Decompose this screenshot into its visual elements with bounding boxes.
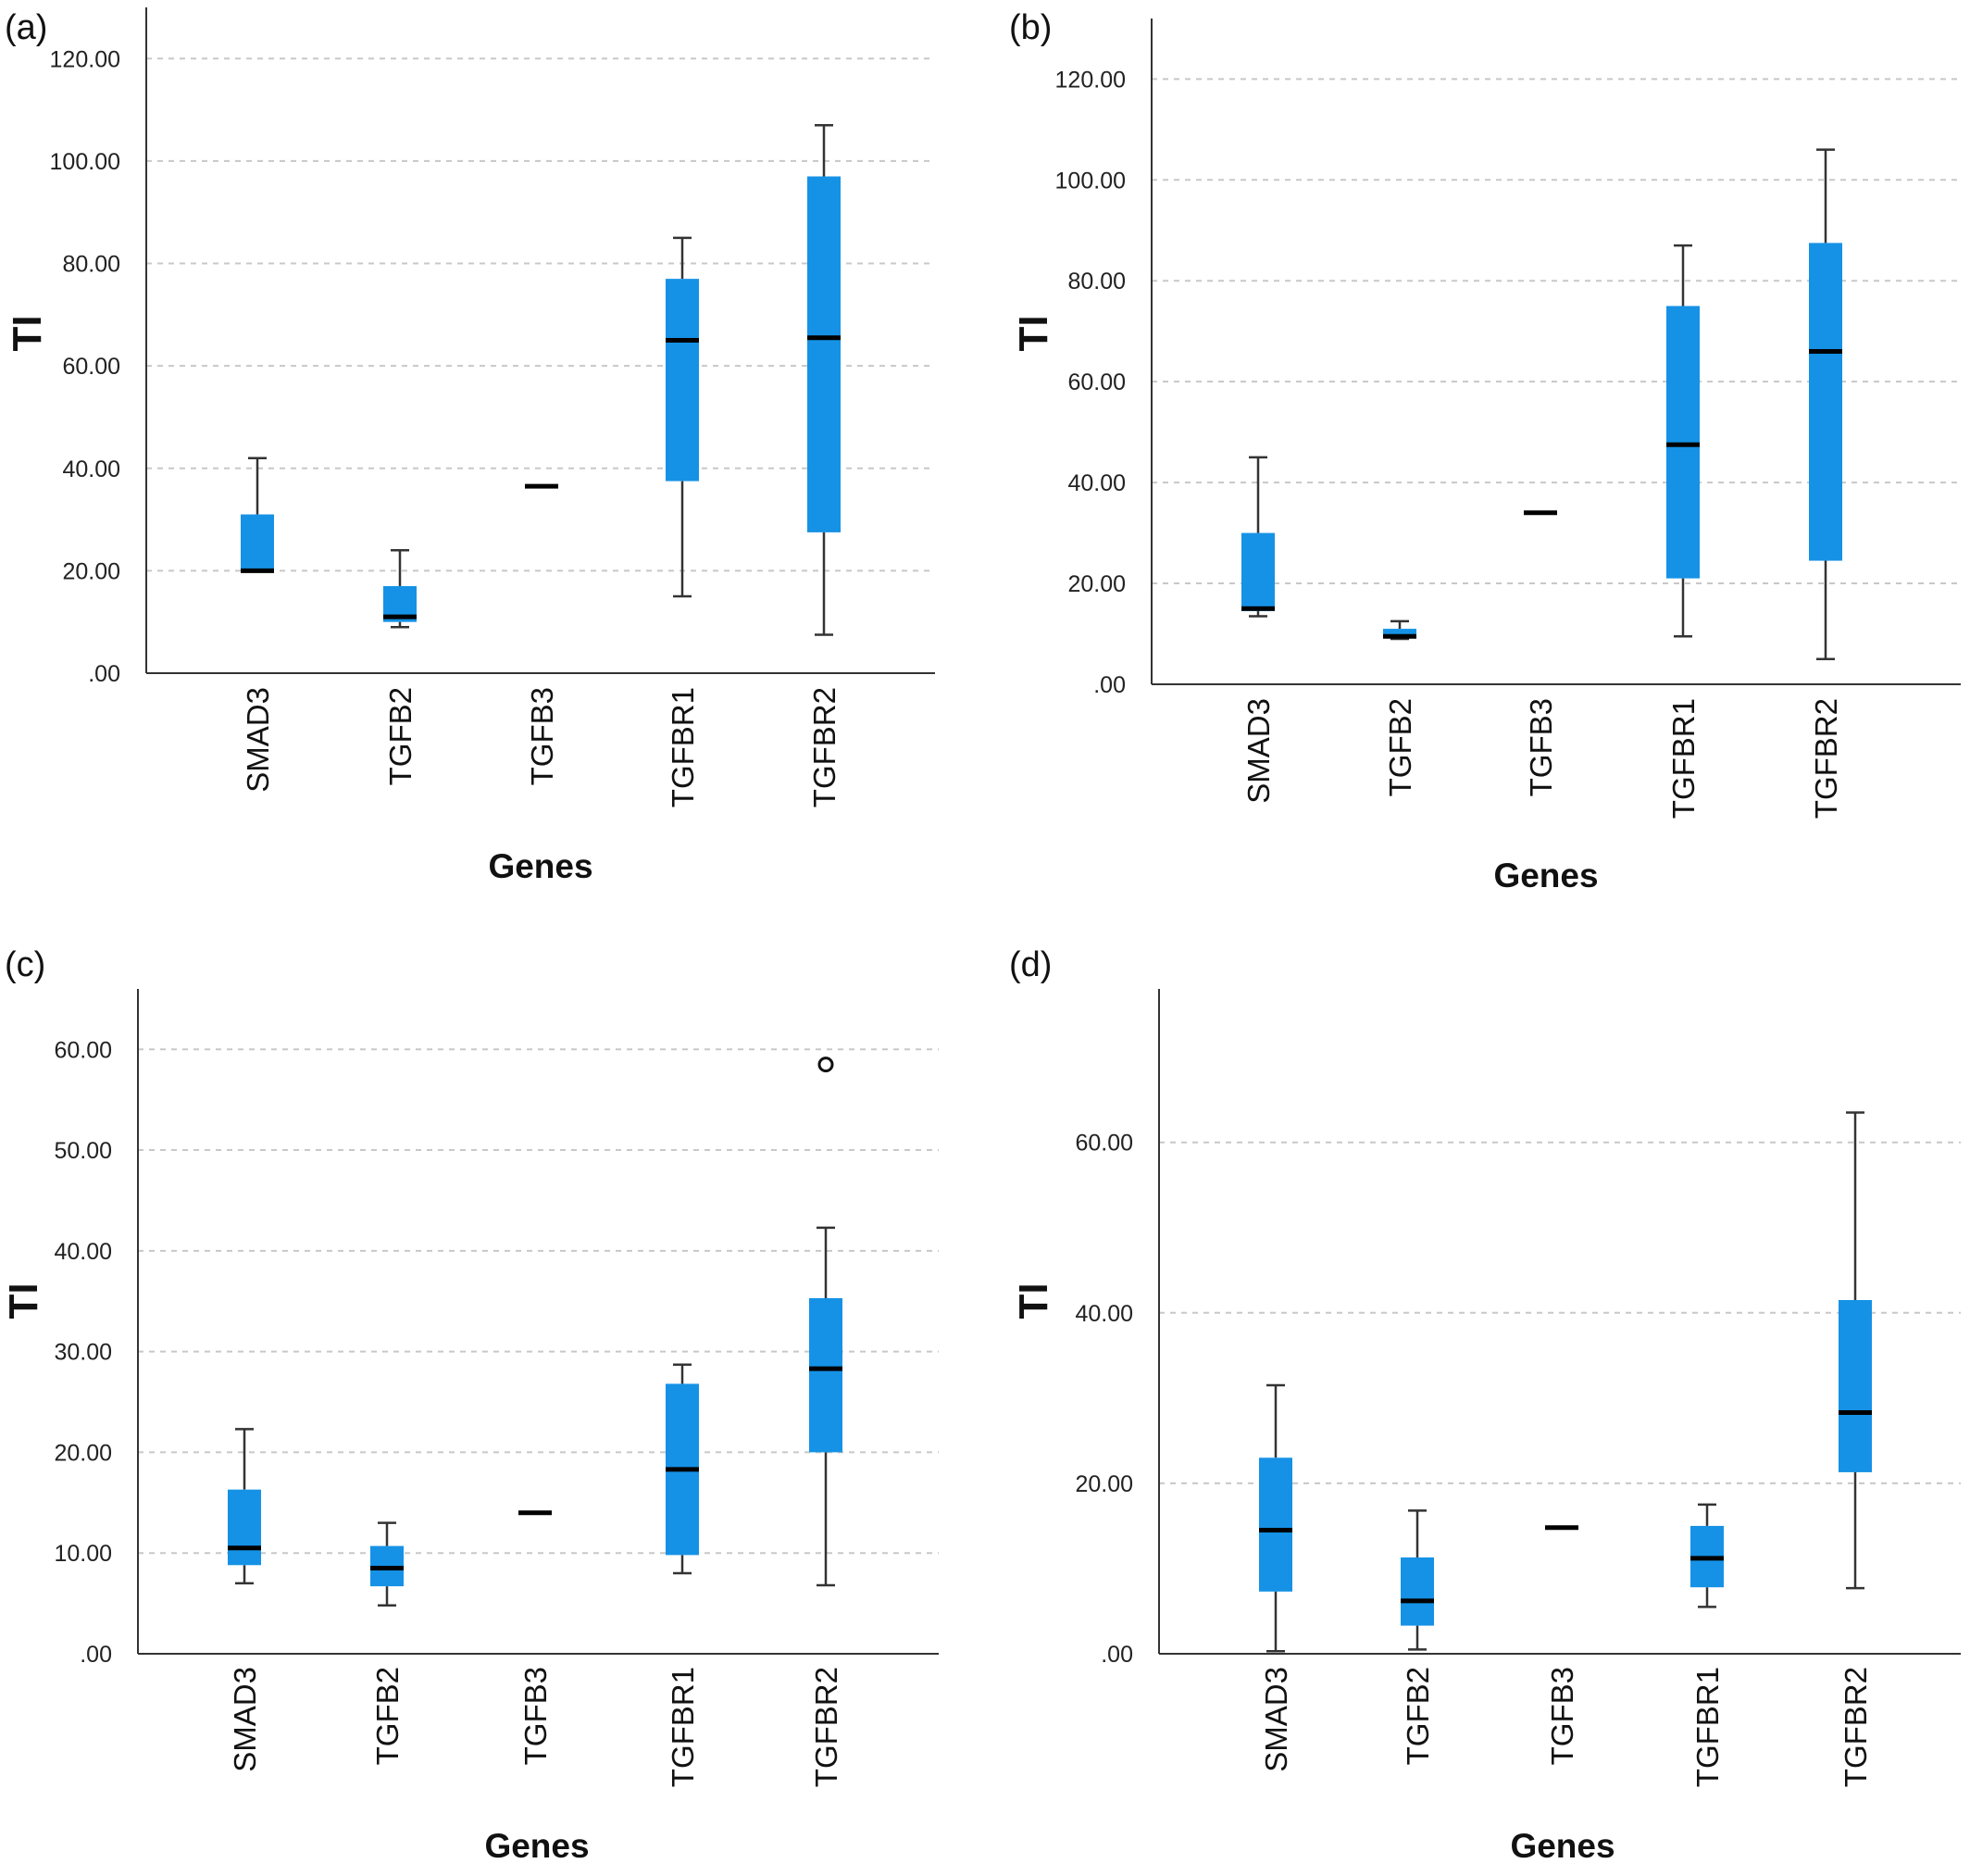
y-tick-label: 30.00 xyxy=(54,1340,112,1366)
y-tick-label: 50.00 xyxy=(54,1138,112,1164)
box-tgfbr2 xyxy=(807,123,841,636)
x-tick-label: TGFB3 xyxy=(1524,698,1558,796)
y-tick-label: 60.00 xyxy=(62,354,120,380)
panel-label: (b) xyxy=(1009,8,1052,47)
y-tick-label: 40.00 xyxy=(62,456,120,482)
panel-label: (a) xyxy=(5,8,47,47)
x-tick-label: TGFBR2 xyxy=(809,1667,843,1787)
y-tick-label: 20.00 xyxy=(1067,571,1126,597)
box-tgfbr1 xyxy=(666,236,699,598)
y-tick-label: 40.00 xyxy=(1067,470,1126,496)
box-tgfb2 xyxy=(1401,1509,1434,1651)
box-smad3 xyxy=(1259,1383,1292,1653)
box-tgfbr2 xyxy=(809,1226,842,1587)
x-tick-label: TGFB3 xyxy=(525,687,559,785)
panel-b: (b) .00 20.00 40.00 60.00 80.00 100.00 120.00 SM… xyxy=(1009,8,1961,894)
x-tick-label: TGFBR1 xyxy=(1690,1667,1725,1787)
panel-c: (c) .00 10.00 20.00 30.00 40.00 50.00 60.00 SMAD… xyxy=(1,945,939,1865)
y-tick-label: 80.00 xyxy=(1067,269,1126,294)
panel-d: (d) .00 20.00 40.00 60.00 SMAD3 TGFB2 TGFB3 TGFB… xyxy=(1009,945,1961,1865)
box-tgfb2 xyxy=(1383,619,1416,641)
x-axis-title: Genes xyxy=(1510,1827,1615,1865)
y-tick-label: 20.00 xyxy=(1075,1471,1133,1497)
y-axis-title: TI xyxy=(1011,315,1056,351)
x-axis-title: Genes xyxy=(484,1827,589,1865)
y-tick-label: 100.00 xyxy=(1055,168,1126,194)
x-tick-label: SMAD3 xyxy=(228,1667,262,1772)
y-tick-label: .00 xyxy=(80,1642,112,1668)
y-tick-label: .00 xyxy=(1093,672,1126,698)
y-tick-label: 10.00 xyxy=(54,1541,112,1567)
x-tick-label: TGFB3 xyxy=(1545,1667,1579,1765)
iqr-box xyxy=(1666,306,1700,579)
y-tick-label: .00 xyxy=(88,661,120,687)
y-axis-title: TI xyxy=(1,1282,46,1319)
panel-a: (a) .00 20.00 40.00 60.00 80.00 100.00 120.00 SM… xyxy=(5,7,935,885)
box-tgfbr2 xyxy=(1809,148,1842,661)
y-tick-label: 120.00 xyxy=(50,46,120,72)
panel-label: (d) xyxy=(1009,945,1052,984)
x-tick-label: TGFB3 xyxy=(518,1667,553,1765)
x-axis-title: Genes xyxy=(1493,857,1598,894)
iqr-box xyxy=(228,1489,261,1566)
x-tick-label: TGFB2 xyxy=(370,1667,405,1765)
box-tgfbr2 xyxy=(1839,1111,1872,1590)
iqr-box xyxy=(1809,243,1842,561)
x-tick-label: TGFBR2 xyxy=(1839,1667,1873,1787)
iqr-box xyxy=(809,1297,842,1453)
x-tick-label: TGFBR1 xyxy=(666,1667,700,1787)
y-tick-label: 40.00 xyxy=(54,1239,112,1265)
box-tgfb2 xyxy=(383,549,417,629)
box-smad3 xyxy=(1241,456,1275,618)
iqr-box xyxy=(1259,1457,1292,1592)
y-tick-label: 60.00 xyxy=(1067,369,1126,395)
box-smad3 xyxy=(241,456,274,573)
y-tick-label: 20.00 xyxy=(54,1440,112,1466)
y-axis-title: TI xyxy=(1011,1282,1056,1319)
y-tick-label: 80.00 xyxy=(62,252,120,278)
iqr-box xyxy=(1839,1299,1872,1472)
y-axis-title: TI xyxy=(5,315,50,351)
y-tick-label: 60.00 xyxy=(54,1037,112,1063)
x-tick-label: SMAD3 xyxy=(241,687,275,793)
x-tick-label: SMAD3 xyxy=(1259,1667,1293,1772)
x-tick-label: TGFB2 xyxy=(383,687,418,785)
box-tgfbr1 xyxy=(1690,1503,1724,1608)
x-axis-title: Genes xyxy=(488,847,592,885)
iqr-box xyxy=(1383,629,1416,637)
y-tick-label: 120.00 xyxy=(1055,67,1126,93)
y-tick-label: 60.00 xyxy=(1075,1131,1133,1157)
x-tick-label: TGFBR2 xyxy=(807,687,842,807)
iqr-box xyxy=(1401,1557,1434,1626)
outlier-point xyxy=(817,1057,834,1073)
x-tick-label: SMAD3 xyxy=(1241,698,1276,804)
box-smad3 xyxy=(228,1428,261,1585)
y-tick-label: .00 xyxy=(1101,1642,1133,1668)
y-tick-label: 100.00 xyxy=(50,149,120,175)
x-tick-label: TGFBR2 xyxy=(1809,698,1843,819)
iqr-box xyxy=(241,514,274,571)
y-tick-label: 40.00 xyxy=(1075,1301,1133,1327)
box-tgfbr1 xyxy=(666,1363,699,1575)
x-tick-label: TGFB2 xyxy=(1401,1667,1435,1765)
x-tick-label: TGFB2 xyxy=(1383,698,1417,796)
x-tick-label: TGFBR1 xyxy=(1666,698,1701,819)
iqr-box xyxy=(807,176,841,532)
iqr-box xyxy=(666,279,699,482)
iqr-box xyxy=(1241,532,1275,612)
y-tick-label: 20.00 xyxy=(62,558,120,584)
panel-label: (c) xyxy=(5,945,45,984)
box-tgfbr1 xyxy=(1666,244,1700,638)
box-tgfb2 xyxy=(370,1521,404,1607)
x-tick-label: TGFBR1 xyxy=(666,687,700,807)
